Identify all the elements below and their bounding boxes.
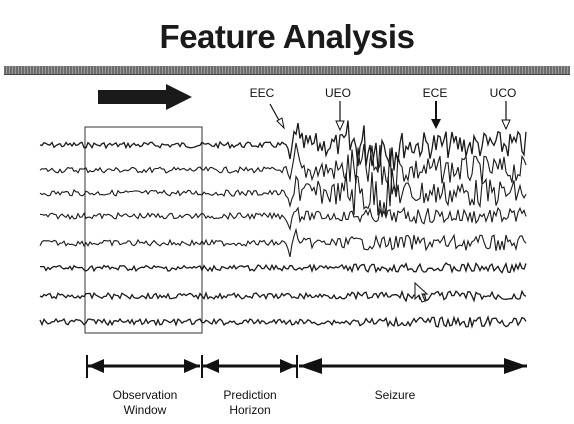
eeg-channel-trace <box>39 120 527 172</box>
eeg-channel-trace <box>39 314 527 329</box>
prediction-horizon-label: Prediction Horizon <box>223 388 277 417</box>
marker-eec-label: EEC <box>249 86 275 100</box>
observation-window-label: Observation Window <box>112 388 178 417</box>
marker-eec-arrow <box>269 103 285 130</box>
eeg-traces <box>39 120 527 329</box>
seizure-span <box>299 358 527 374</box>
marker-ueo-arrow <box>335 101 345 132</box>
eeg-channel-trace <box>39 168 527 218</box>
direction-arrow-icon <box>98 84 192 110</box>
title-underline-rule <box>4 74 570 75</box>
prediction-horizon-span <box>201 355 298 378</box>
marker-ece-label: ECE <box>422 86 448 100</box>
eeg-channel-trace <box>39 206 527 232</box>
eeg-channel-trace <box>39 289 527 303</box>
page-title: Feature Analysis <box>159 18 415 55</box>
marker-uco-arrow <box>501 101 511 131</box>
seizure-label: Seizure <box>374 388 416 402</box>
marker-ece-arrow <box>431 101 441 129</box>
title-underline-bar <box>4 66 570 74</box>
eeg-channel-trace <box>40 261 527 274</box>
eeg-channel-trace <box>39 142 527 195</box>
marker-uco-label: UCO <box>489 86 517 100</box>
observation-window-span <box>86 355 200 378</box>
observation-window-box <box>84 126 203 334</box>
mouse-cursor-icon <box>414 281 429 303</box>
eeg-channel-trace <box>39 227 527 258</box>
marker-ueo-label: UEO <box>324 86 352 100</box>
